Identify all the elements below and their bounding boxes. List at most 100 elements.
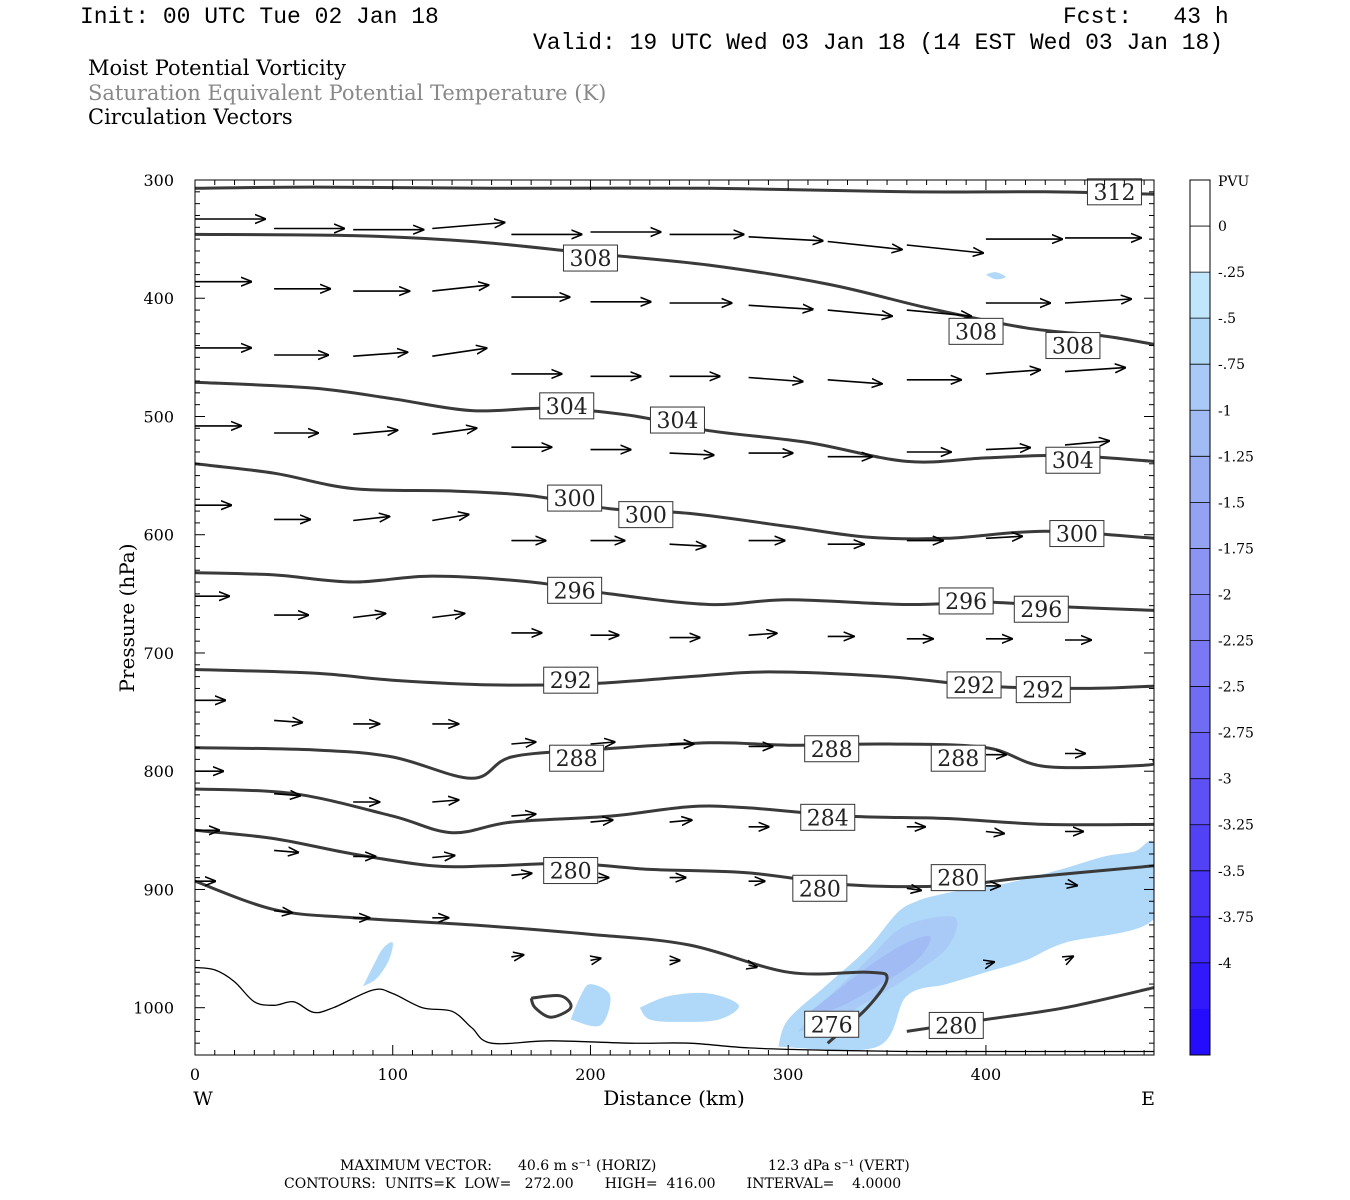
circulation-vector (748, 237, 823, 241)
circulation-vector (274, 720, 302, 722)
colorbar-swatch (1190, 1008, 1210, 1056)
svg-text:280: 280 (937, 867, 979, 892)
svg-text:292: 292 (1022, 679, 1064, 704)
svg-text:288: 288 (556, 747, 598, 772)
contour-label-280: 280 (930, 864, 986, 892)
contour-label-296: 296 (547, 576, 603, 604)
circulation-vector (432, 856, 454, 858)
axis-tick-labels: 0 100 200 300 400 300 400 500 600 700 800 900 1000 (133, 171, 1001, 1084)
circulation-vector (669, 820, 692, 822)
contour-labels: 312 308 308 308 304 304 304 300 300 300 296 296 296 2… (539, 178, 1142, 1039)
colorbar-swatch (1190, 640, 1210, 688)
circulation-vector (1064, 884, 1077, 886)
circulation-vector (353, 614, 385, 618)
circulation-vector (432, 614, 464, 618)
colorbar-swatch (1190, 962, 1210, 1010)
circulation-vector (906, 888, 921, 890)
theta-contour-284 (195, 787, 1154, 835)
contour-label-280: 280 (792, 874, 848, 902)
svg-text:308: 308 (1052, 335, 1094, 360)
colorbar-label: -1 (1218, 403, 1232, 419)
svg-text:292: 292 (953, 674, 995, 699)
svg-text:312: 312 (1093, 181, 1135, 206)
colorbar-label: -3.5 (1218, 864, 1245, 880)
contour-label-280: 280 (543, 857, 599, 885)
pv-shade-region (570, 984, 611, 1027)
theta-contour-296 (195, 571, 1154, 612)
svg-text:284: 284 (807, 806, 849, 831)
forecast-hour: Fcst: 43 h (1063, 4, 1229, 30)
circulation-vector (827, 380, 882, 384)
contour-label-276: 276 (804, 1010, 860, 1038)
svg-text:296: 296 (945, 590, 987, 615)
svg-text:304: 304 (1052, 449, 1094, 474)
colorbar-label: -2 (1218, 587, 1232, 603)
circulation-vector (590, 742, 615, 744)
circulation-vector (669, 544, 706, 546)
colorbar-label: -3.25 (1218, 818, 1254, 834)
svg-text:288: 288 (811, 738, 853, 763)
theta-contour-280 (529, 994, 573, 1019)
title-line-3: Circulation Vectors (88, 105, 293, 129)
contour-label-300: 300 (547, 484, 603, 512)
circulation-vector (590, 820, 613, 822)
x-tick-label: 300 (773, 1065, 804, 1084)
circulation-vector (827, 309, 892, 316)
y-tick-label: 1000 (133, 999, 174, 1018)
circulation-vector (1064, 441, 1109, 445)
circulation-vector (274, 794, 300, 796)
init-time: Init: 00 UTC Tue 02 Jan 18 (80, 4, 439, 30)
circulation-vector (985, 370, 1040, 374)
circulation-vector (432, 285, 488, 292)
colorbar-label: -1.5 (1218, 495, 1245, 511)
pv-shade-region (363, 942, 393, 987)
theta-contour-276 (195, 879, 889, 1045)
y-tick-label: 900 (143, 880, 174, 899)
contour-label-308: 308 (562, 244, 618, 272)
svg-text:296: 296 (1020, 598, 1062, 623)
circulation-vector (986, 962, 994, 964)
colorbar-label: -2.5 (1218, 680, 1245, 696)
colorbar-label: 0 (1218, 219, 1227, 235)
colorbar-swatch (1190, 916, 1210, 964)
cross-section-chart: 312 308 308 308 304 304 304 300 300 300 296 296 296 2… (115, 171, 1254, 1110)
y-axis-title: Pressure (hPa) (115, 544, 139, 693)
contour-label-296: 296 (1013, 595, 1069, 623)
circulation-vector (1065, 956, 1073, 960)
pv-shade-region (639, 992, 739, 1022)
contour-label-284: 284 (800, 803, 856, 831)
contour-label-308: 308 (1045, 332, 1101, 360)
contour-label-304: 304 (649, 406, 705, 434)
colorbar-swatch (1190, 778, 1210, 826)
theta-contour-288 (195, 741, 1154, 780)
svg-text:288: 288 (937, 747, 979, 772)
max-vector-vert: 12.3 dPa s⁻¹ (VERT) (768, 1158, 910, 1174)
contour-label-296: 296 (938, 587, 994, 615)
circulation-vector (749, 965, 757, 967)
colorbar-label: -2.75 (1218, 726, 1254, 742)
colorbar-swatch (1190, 732, 1210, 780)
theta-contour-300 (195, 462, 1154, 541)
max-vector-horiz: 40.6 m s⁻¹ (HORIZ) (518, 1158, 657, 1174)
svg-text:300: 300 (554, 487, 596, 512)
circulation-vector (511, 955, 523, 957)
svg-text:280: 280 (935, 1014, 977, 1039)
x-tick-label: 100 (377, 1065, 408, 1084)
svg-text:296: 296 (554, 579, 596, 604)
circulation-vector (748, 378, 803, 382)
theta-contour-312 (195, 185, 1154, 196)
colorbar-swatch (1190, 272, 1210, 319)
colorbar-label: -1.75 (1218, 541, 1254, 557)
max-vector-label: MAXIMUM VECTOR: (340, 1158, 492, 1174)
contour-label-312: 312 (1086, 178, 1142, 206)
circulation-vectors (195, 219, 1141, 967)
x-tick-label: 0 (190, 1065, 200, 1084)
colorbar-swatch (1190, 226, 1210, 273)
colorbar-swatch (1190, 870, 1210, 918)
contour-label-300: 300 (618, 501, 674, 529)
circulation-vector (748, 633, 777, 635)
circulation-vector (274, 850, 298, 852)
contour-label-292: 292 (543, 666, 599, 694)
theta-contour-292 (195, 668, 1154, 690)
contour-label-288: 288 (804, 735, 860, 763)
